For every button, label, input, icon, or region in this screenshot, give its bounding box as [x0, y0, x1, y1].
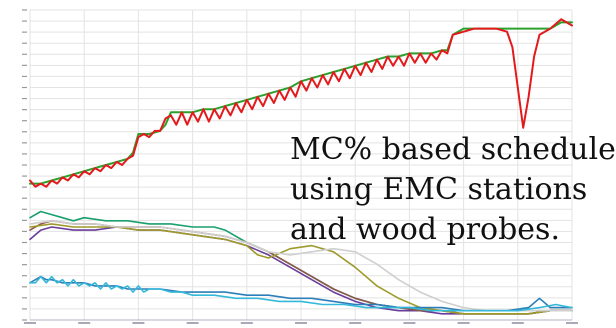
annotation-line-2: using EMC stations	[290, 172, 588, 207]
series-line-probe-5	[29, 223, 573, 315]
series-line-probe-8	[29, 275, 573, 312]
annotation-line-1: MC% based schedule	[290, 132, 616, 167]
tick-marks	[22, 9, 578, 324]
series-lines	[29, 18, 573, 315]
annotation-line-3: and wood probes.	[290, 212, 560, 247]
grid	[29, 9, 573, 321]
chart-annotation: MC% based schedule using EMC stations an…	[290, 130, 616, 250]
series-line-measured-1	[29, 18, 573, 188]
